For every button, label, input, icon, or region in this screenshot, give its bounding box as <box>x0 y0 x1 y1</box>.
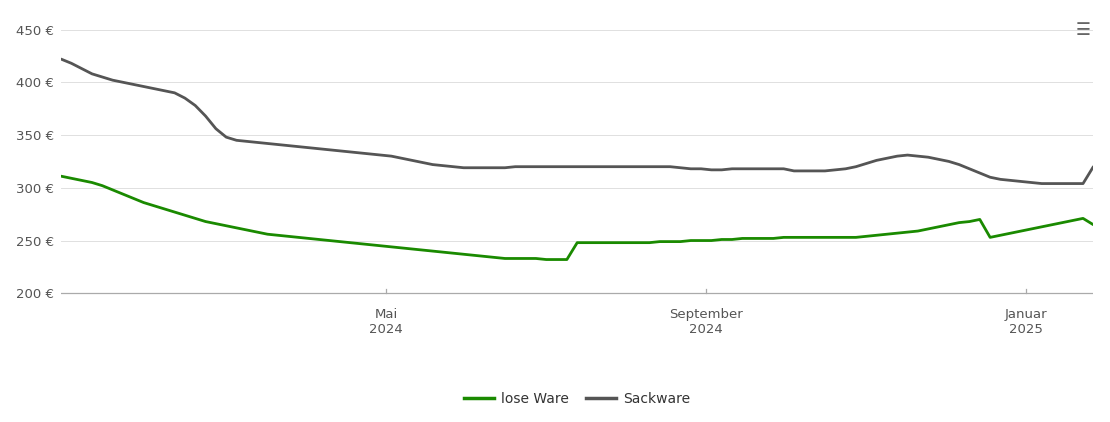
Legend: lose Ware, Sackware: lose Ware, Sackware <box>458 387 696 412</box>
Text: ☰: ☰ <box>1076 21 1090 39</box>
